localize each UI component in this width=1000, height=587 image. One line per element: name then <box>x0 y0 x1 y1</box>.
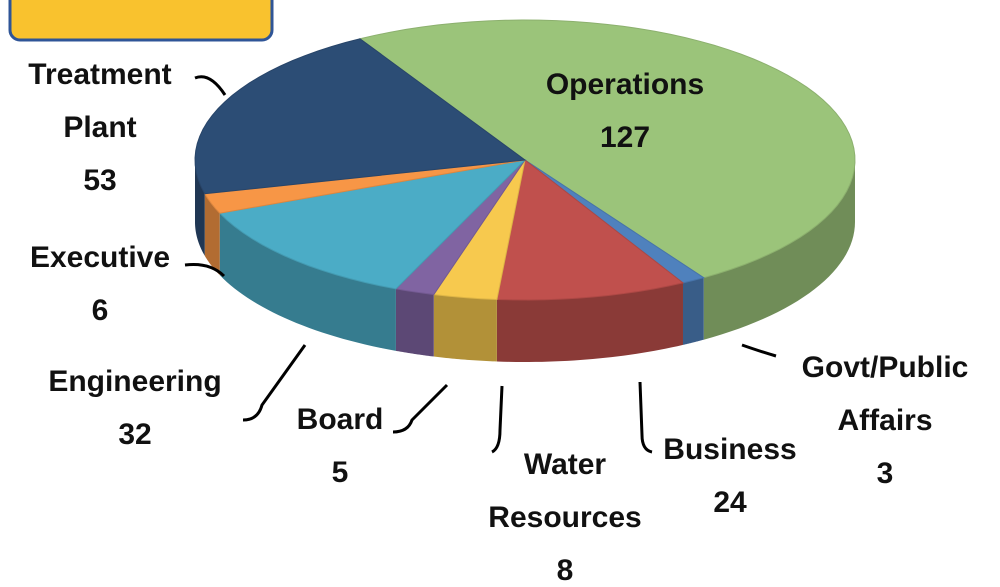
pie-side <box>195 160 205 256</box>
value-label: 127 <box>599 121 651 154</box>
data-label: Treatment Plant 53 <box>0 48 200 207</box>
leader-line <box>184 263 226 278</box>
value-label: 32 <box>118 418 152 451</box>
data-label: Executive 6 <box>0 231 200 337</box>
value-label: 8 <box>556 554 574 587</box>
category-label: Board <box>296 403 384 436</box>
data-label: Engineering 32 <box>15 355 255 461</box>
pie-slice <box>218 159 527 290</box>
pie-slice <box>194 38 527 195</box>
pie-side <box>703 160 855 340</box>
category-label: Govt/Public Affairs <box>801 351 969 437</box>
data-label: Board 5 <box>270 393 410 499</box>
category-label: Business <box>663 433 797 466</box>
value-label: 53 <box>83 164 117 197</box>
value-label: 24 <box>713 486 747 519</box>
pie-side <box>395 288 434 357</box>
data-label: Water Resources 8 <box>480 438 650 587</box>
value-label: 3 <box>876 457 894 490</box>
category-label: Operations <box>545 68 705 101</box>
leader-line <box>638 381 653 454</box>
category-label: Treatment Plant <box>28 58 172 144</box>
pie-side <box>496 282 683 362</box>
leader-line <box>194 75 227 96</box>
pie <box>194 19 856 362</box>
value-label: 6 <box>91 294 109 327</box>
data-label: Operations 127 <box>505 58 745 164</box>
leader-line <box>392 383 449 434</box>
leader-line <box>741 343 777 358</box>
data-label: Govt/Public Affairs 3 <box>765 341 1000 500</box>
leader-line <box>242 344 307 422</box>
pie-slice <box>496 159 685 301</box>
data-label: Business 24 <box>630 423 830 529</box>
pie-side <box>219 213 396 351</box>
category-label: Water Resources <box>488 448 642 534</box>
category-label: Executive <box>29 241 171 274</box>
title-box <box>8 0 274 42</box>
leader-line <box>491 385 504 454</box>
pie-side <box>433 294 497 362</box>
pie-side <box>682 277 704 345</box>
value-label: 5 <box>331 456 349 489</box>
pie-side <box>204 193 220 276</box>
category-label: Engineering <box>48 365 222 398</box>
pie-slice <box>358 19 856 279</box>
